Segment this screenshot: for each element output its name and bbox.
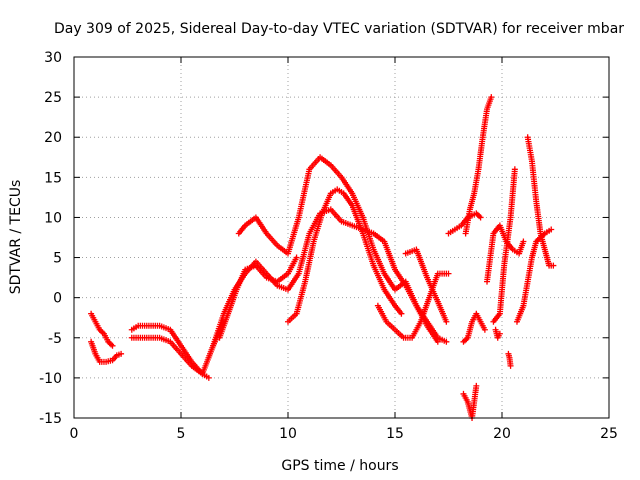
series-track-o [460,382,480,421]
series-track-b [88,338,125,365]
data-point [511,166,518,173]
x-tick-label: 10 [279,426,297,442]
x-tick-label: 0 [70,426,79,442]
y-tick-label: 25 [44,90,62,106]
data-point [293,254,300,261]
series-track-h [285,186,405,325]
series-track-a [88,310,116,349]
y-tick-label: 15 [44,170,62,186]
grid-lines [74,57,609,418]
data-point [473,382,480,389]
x-tick-label: 20 [493,426,511,442]
data-point [443,338,450,345]
y-tick-label: 30 [44,50,62,66]
series-track-d [128,318,227,377]
series-track-p [490,166,518,325]
data-point [481,326,488,333]
data-point [109,342,116,349]
y-tick-label: -10 [39,371,62,387]
data-point [477,214,484,221]
data-point [507,362,514,369]
chart-title: Day 309 of 2025, Sidereal Day-to-day VTE… [54,21,624,37]
y-tick-label: -5 [48,331,62,347]
data-point [520,238,527,245]
data-point [496,330,503,337]
y-tick-label: 20 [44,130,62,146]
series-track-g [235,154,450,345]
data-point [118,350,125,357]
series-track-s [505,350,514,369]
data-point [488,94,495,101]
y-axis-label: SDTVAR / TECUs [8,180,24,295]
data-point [548,226,555,233]
series-track-t [492,326,503,341]
series-track-k [445,210,484,237]
y-tick-label: -15 [39,411,62,427]
plot-frame [73,56,610,419]
x-tick-label: 25 [600,426,618,442]
series-track-j [402,246,450,325]
y-tick-label: 5 [53,251,62,267]
x-axis-label: GPS time / hours [281,458,398,474]
series-track-q [524,134,557,269]
x-tick-label: 5 [177,426,186,442]
data-point [550,262,557,269]
series-track-n [484,222,527,285]
series-track-f [216,254,300,341]
data-point [205,374,212,381]
series-track-r [513,226,555,325]
series-track-m [460,310,488,345]
y-tick-label: 10 [44,210,62,226]
data-point [445,270,452,277]
data-markers [88,94,557,421]
data-point [398,310,405,317]
data-point [443,318,450,325]
x-tick-label: 15 [386,426,404,442]
axis-ticks: 0 5 10 15 20 25 -15 -10 -5 0 5 10 15 20 25 30 [39,50,618,442]
y-tick-label: 0 [53,291,62,307]
series-track-l [462,94,495,237]
